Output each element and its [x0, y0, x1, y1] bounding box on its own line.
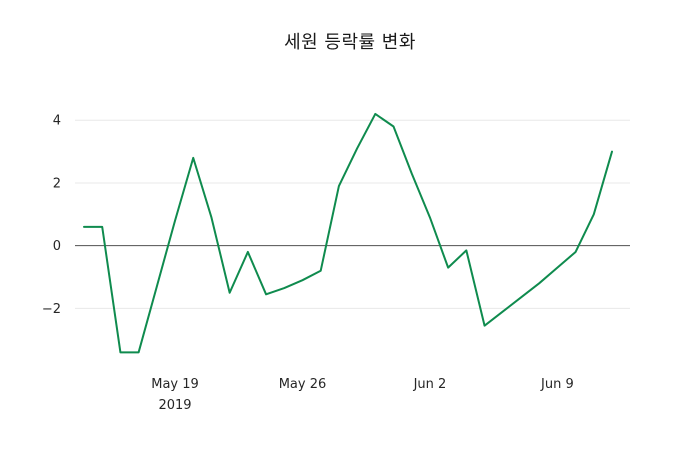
chart-title: 세원 등락률 변화: [284, 32, 416, 53]
y-tick-label: 2: [53, 176, 61, 191]
x-tick-year-label: 2019: [158, 398, 191, 413]
y-tick-label: 0: [53, 239, 61, 254]
x-tick-label: Jun 9: [540, 377, 574, 392]
y-tick-label: 4: [53, 114, 61, 129]
x-tick-label: May 26: [279, 377, 327, 392]
x-tick-label: Jun 2: [413, 377, 447, 392]
x-tick-label: May 19: [151, 377, 199, 392]
price-change-series-line: [83, 112, 613, 354]
y-tick-label: −2: [42, 302, 61, 317]
